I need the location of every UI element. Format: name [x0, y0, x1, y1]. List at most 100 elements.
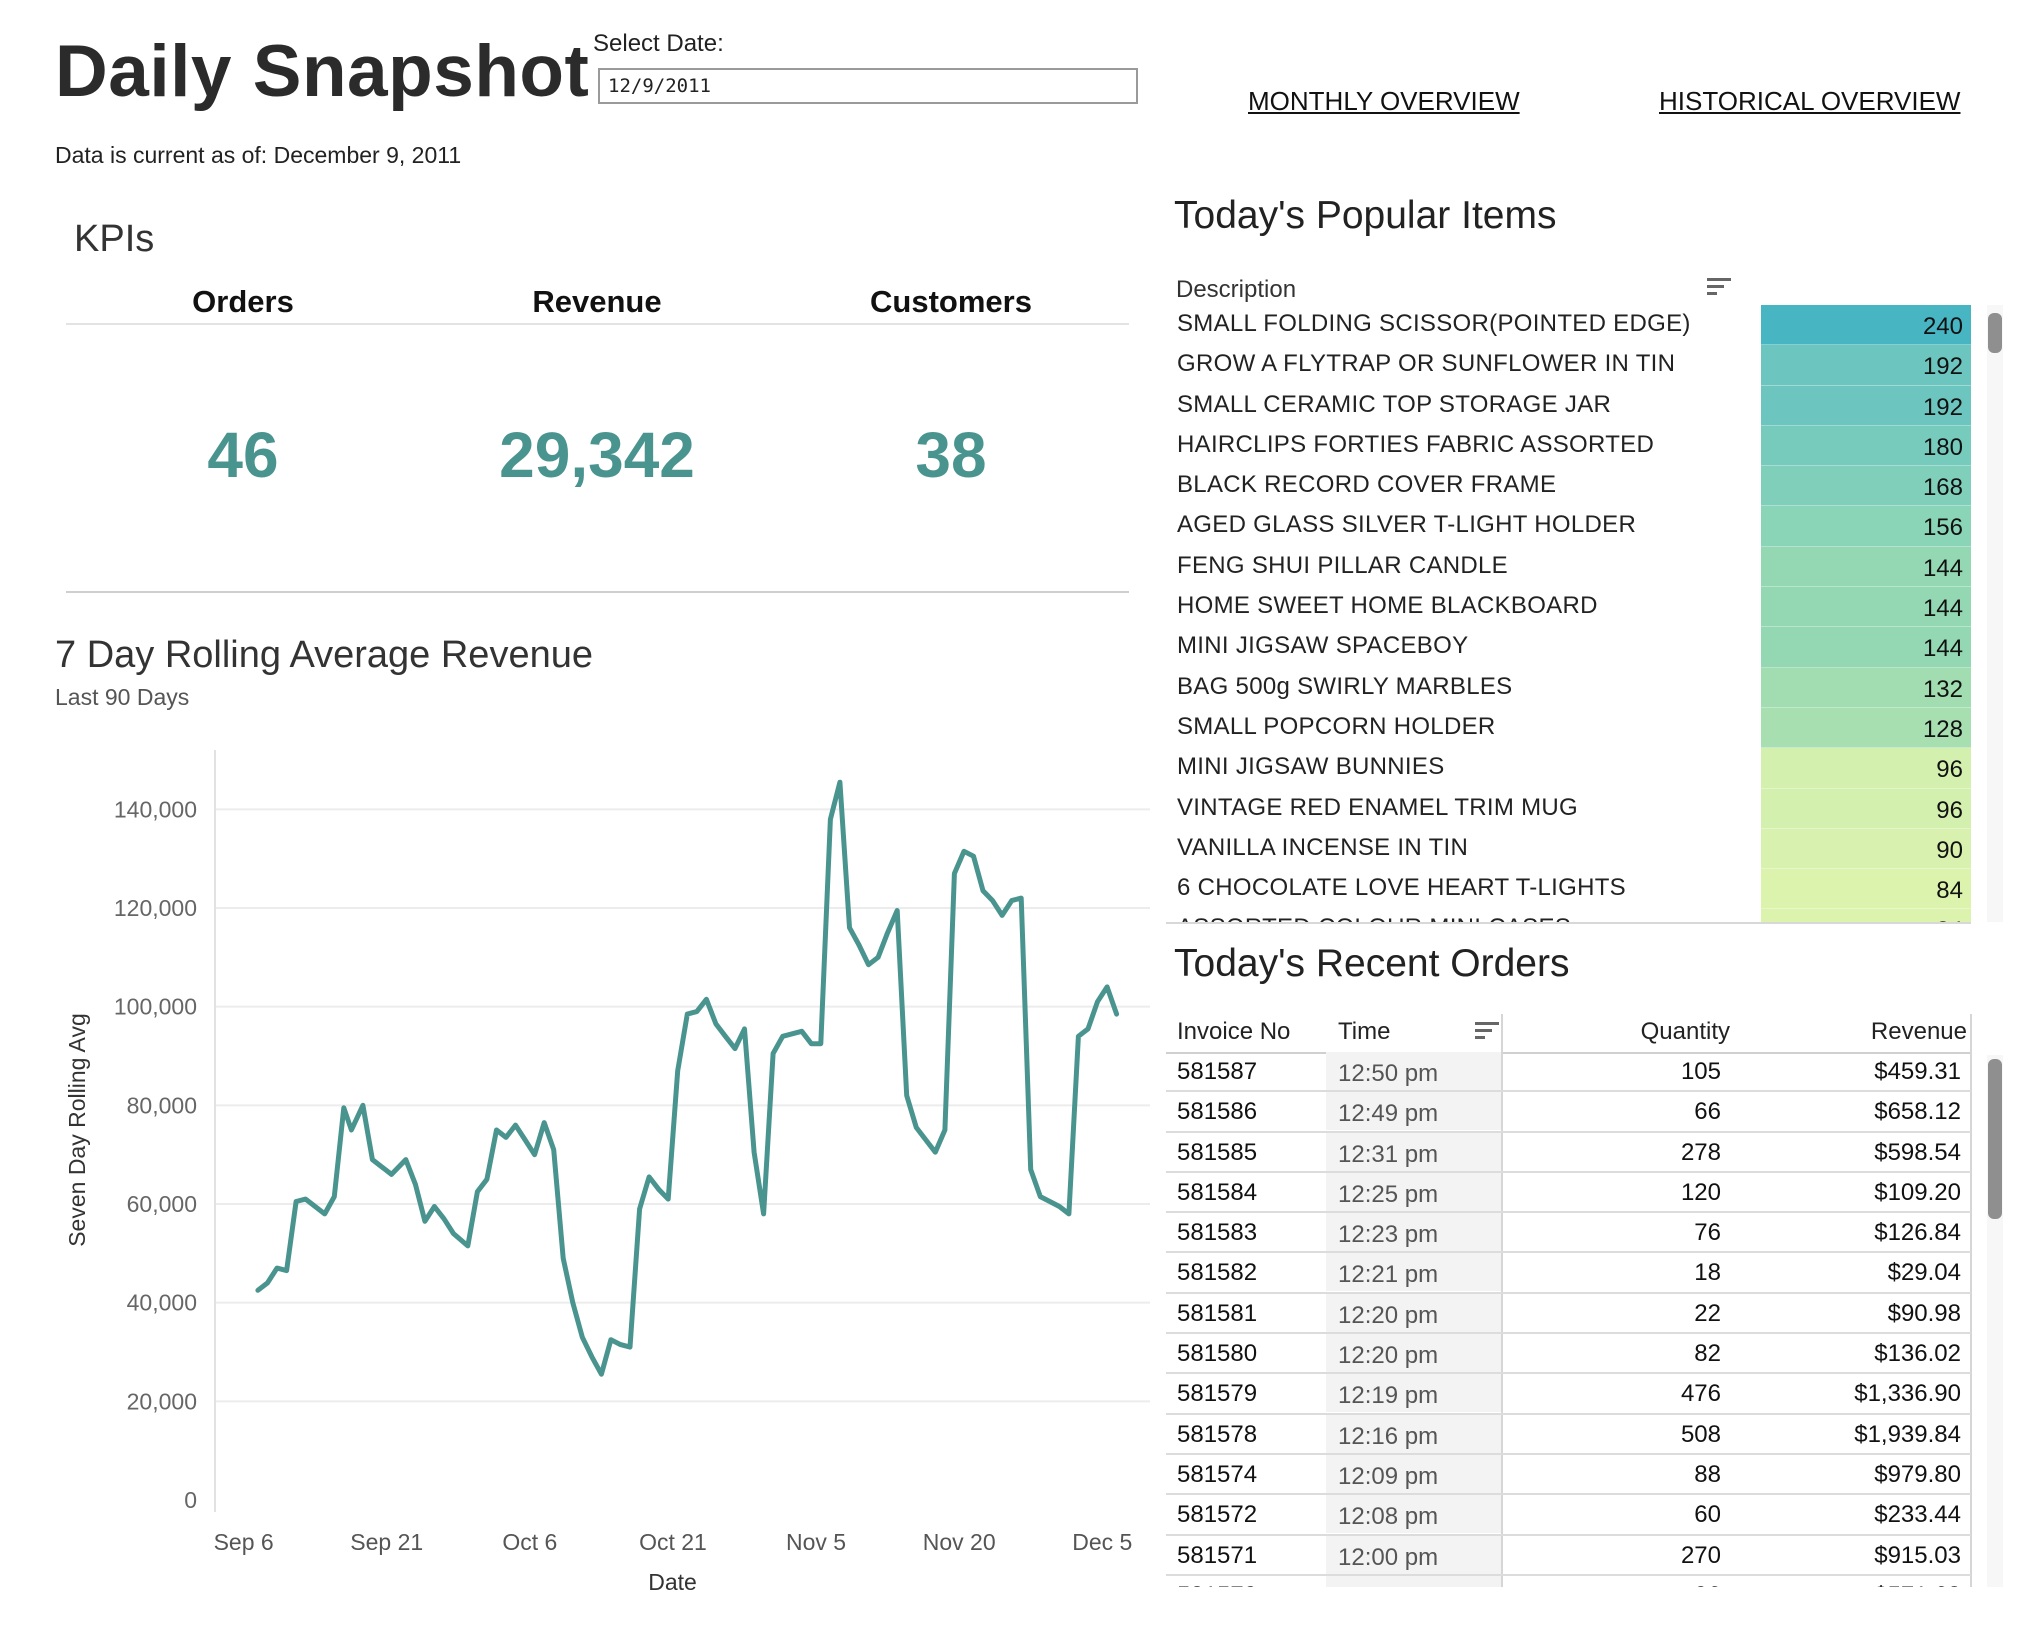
order-row[interactable]: 581579 12:19 pm 476 $1,336.90	[1166, 1374, 1971, 1415]
order-row[interactable]: 581582 12:21 pm 18 $29.04	[1166, 1253, 1971, 1294]
popular-item-row[interactable]: VANILLA INCENSE IN TIN 90	[1166, 828, 2006, 870]
order-time-cell	[1326, 1132, 1501, 1171]
order-time: 12:20 pm	[1338, 1342, 1439, 1370]
rolling-average-chart[interactable]: 0 20,000 40,000 60,000 80,000 100,000 120,000 1…	[55, 720, 1155, 1590]
kpi-revenue-label: Revenue	[532, 284, 662, 319]
time-column-header[interactable]: Time	[1338, 1018, 1391, 1045]
popular-item-row[interactable]: SMALL POPCORN HOLDER 128	[1166, 707, 2006, 749]
order-row[interactable]: 581571 12:00 pm 270 $915.03	[1166, 1535, 1971, 1576]
popular-item-row[interactable]: GROW A FLYTRAP OR SUNFLOWER IN TIN 192	[1166, 345, 2006, 386]
popular-item-quantity-cell: 144	[1761, 627, 1971, 668]
popular-item-description: SMALL CERAMIC TOP STORAGE JAR	[1177, 390, 1612, 418]
order-time-cell	[1326, 1334, 1501, 1373]
order-row[interactable]: 581581 12:20 pm 22 $90.98	[1166, 1293, 1971, 1335]
orders-scrollbar[interactable]	[1987, 1055, 2003, 1587]
popular-item-description: BLACK RECORD COVER FRAME	[1177, 471, 1557, 499]
monthly-overview-link[interactable]: MONTHLY OVERVIEW	[1248, 86, 1520, 116]
order-row[interactable]: 581585 12:31 pm 278 $598.54	[1166, 1132, 1971, 1173]
recent-orders-list[interactable]: 581587 12:50 pm 105 $459.31 581586 12:49 pm 66…	[1166, 1052, 1971, 1587]
popular-item-row[interactable]: MINI JIGSAW BUNNIES 96	[1166, 748, 2006, 789]
order-time: 12:19 pm	[1338, 1382, 1439, 1410]
order-row[interactable]: 581583 12:23 pm 76 $126.84	[1166, 1213, 1971, 1254]
order-time: 12:08 pm	[1338, 1503, 1439, 1531]
order-row[interactable]: 581586 12:49 pm 66 $658.12	[1166, 1092, 1971, 1133]
description-column-header[interactable]: Description	[1176, 276, 1297, 303]
popular-item-row[interactable]: FENG SHUI PILLAR CANDLE 144	[1166, 546, 2006, 588]
order-row[interactable]: 581574 12:09 pm 88 $979.80	[1166, 1454, 1971, 1496]
popular-item-description: BAG 500g SWIRLY MARBLES	[1177, 672, 1513, 700]
popular-scroll-thumb[interactable]	[1988, 313, 2002, 353]
order-time: 12:09 pm	[1338, 1462, 1439, 1490]
order-quantity: 18	[1694, 1259, 1721, 1287]
order-time: 12:00 pm	[1338, 1543, 1439, 1571]
kpi-bottom-divider	[66, 591, 1129, 593]
rolling-average-line[interactable]	[255, 779, 1120, 1377]
invoice-column-header[interactable]: Invoice No	[1177, 1018, 1291, 1045]
order-quantity: 22	[1694, 1299, 1721, 1327]
kpi-orders-value: 46	[207, 419, 279, 491]
popular-item-quantity: 180	[1922, 433, 1963, 461]
order-quantity: 278	[1680, 1138, 1721, 1166]
popular-item-row[interactable]: BAG 500g SWIRLY MARBLES 132	[1166, 667, 2006, 708]
popular-item-row[interactable]: 6 CHOCOLATE LOVE HEART T-LIGHTS 84	[1166, 869, 2006, 910]
order-quantity: 60	[1694, 1501, 1721, 1529]
popular-item-row[interactable]: ASSORTED COLOUR MINI CASES 84	[1166, 909, 2006, 922]
popular-items-list[interactable]: SMALL FOLDING SCISSOR(POINTED EDGE) 240 GR…	[1166, 305, 2006, 922]
order-invoice: 581586	[1177, 1098, 1258, 1126]
order-time: 12:50 pm	[1338, 1060, 1439, 1087]
popular-item-row[interactable]: BLACK RECORD COVER FRAME 168	[1166, 466, 2006, 507]
y-tick-label: 80,000	[127, 1092, 197, 1118]
order-revenue: $1,939.84	[1854, 1420, 1961, 1448]
order-time-cell	[1326, 1092, 1501, 1131]
revenue-column-header[interactable]: Revenue	[1870, 1018, 1967, 1045]
sort-icon[interactable]	[1707, 278, 1731, 300]
popular-scrollbar[interactable]	[1987, 305, 2003, 922]
popular-item-quantity: 144	[1922, 635, 1963, 663]
order-quantity: 96	[1694, 1582, 1721, 1587]
order-time: 12:20 pm	[1338, 1301, 1439, 1329]
date-input[interactable]	[598, 68, 1138, 104]
order-invoice: 581572	[1177, 1501, 1258, 1529]
order-time-cell	[1326, 1052, 1501, 1090]
popular-item-row[interactable]: VINTAGE RED ENAMEL TRIM MUG 96	[1166, 788, 2006, 829]
quantity-column-header[interactable]: Quantity	[1640, 1018, 1730, 1045]
order-row[interactable]: 581570 11:59 am 96 $571.68	[1166, 1575, 1971, 1587]
popular-bottom-divider	[1166, 922, 1971, 924]
time-sort-icon[interactable]	[1475, 1022, 1499, 1044]
historical-overview-link[interactable]: HISTORICAL OVERVIEW	[1659, 86, 1961, 116]
popular-item-row[interactable]: HAIRCLIPS FORTIES FABRIC ASSORTED 180	[1166, 425, 2006, 467]
kpi-section-title: KPIs	[74, 218, 155, 260]
popular-items-title: Today's Popular Items	[1174, 194, 1557, 237]
order-quantity: 270	[1680, 1541, 1721, 1569]
order-row[interactable]: 581578 12:16 pm 508 $1,939.84	[1166, 1414, 1971, 1455]
order-time: 12:25 pm	[1338, 1180, 1439, 1208]
popular-item-quantity-cell: 192	[1761, 385, 1971, 426]
order-row[interactable]: 581572 12:08 pm 60 $233.44	[1166, 1495, 1971, 1536]
popular-item-row[interactable]: SMALL FOLDING SCISSOR(POINTED EDGE) 240	[1166, 305, 2006, 346]
popular-item-description: FENG SHUI PILLAR CANDLE	[1177, 551, 1508, 579]
order-invoice: 581574	[1177, 1460, 1258, 1488]
orders-column-divider	[1501, 1014, 1503, 1587]
order-time-cell	[1326, 1213, 1501, 1252]
popular-item-description: MINI JIGSAW SPACEBOY	[1177, 632, 1469, 660]
popular-item-description: SMALL FOLDING SCISSOR(POINTED EDGE)	[1177, 310, 1691, 337]
order-row[interactable]: 581584 12:25 pm 120 $109.20	[1166, 1172, 1971, 1214]
y-axis-label: Seven Day Rolling Avg	[64, 1013, 90, 1247]
popular-item-quantity-cell: 84	[1761, 909, 1971, 922]
order-quantity: 76	[1694, 1219, 1721, 1247]
order-row[interactable]: 581587 12:50 pm 105 $459.31	[1166, 1052, 1971, 1093]
order-revenue: $126.84	[1874, 1219, 1961, 1247]
popular-item-description: HOME SWEET HOME BLACKBOARD	[1177, 592, 1598, 620]
popular-item-row[interactable]: HOME SWEET HOME BLACKBOARD 144	[1166, 587, 2006, 628]
popular-item-quantity-cell: 192	[1761, 345, 1971, 386]
popular-item-quantity: 128	[1922, 715, 1963, 743]
popular-item-row[interactable]: SMALL CERAMIC TOP STORAGE JAR 192	[1166, 385, 2006, 426]
popular-item-description: ASSORTED COLOUR MINI CASES	[1177, 914, 1571, 922]
popular-item-row[interactable]: MINI JIGSAW SPACEBOY 144	[1166, 627, 2006, 668]
order-time: 11:59 am	[1338, 1584, 1436, 1587]
order-row[interactable]: 581580 12:20 pm 82 $136.02	[1166, 1334, 1971, 1375]
popular-item-row[interactable]: AGED GLASS SILVER T-LIGHT HOLDER 156	[1166, 506, 2006, 547]
order-time: 12:21 pm	[1338, 1261, 1439, 1289]
popular-item-quantity-cell: 132	[1761, 667, 1971, 708]
orders-scroll-thumb[interactable]	[1988, 1059, 2002, 1219]
